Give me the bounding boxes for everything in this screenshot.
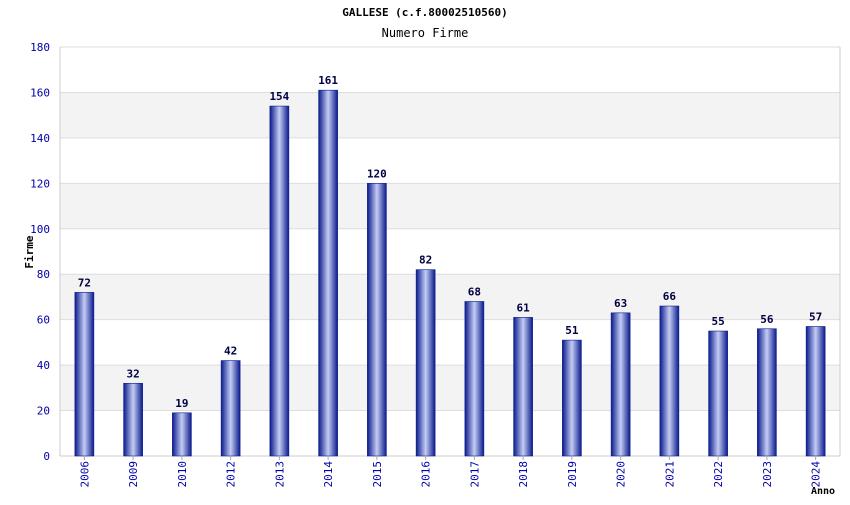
bar-2020: [610, 312, 631, 457]
data-label-2014: 161: [318, 74, 338, 87]
bar-2012: [220, 360, 241, 457]
bars-group: [74, 89, 826, 457]
y-tick-label: 20: [37, 405, 50, 418]
grid-band: [60, 183, 840, 229]
bar-2006: [74, 292, 95, 457]
x-axis-label: Anno: [811, 486, 835, 497]
data-label-2013: 154: [269, 90, 289, 103]
bar-2024: [805, 326, 826, 457]
bar-2019: [562, 339, 582, 457]
data-label-2010: 19: [175, 397, 188, 410]
y-tick-label: 0: [43, 450, 50, 463]
data-label-2021: 66: [663, 290, 677, 303]
grid-band: [60, 92, 840, 138]
x-tick-label-2023: 2023: [761, 461, 774, 488]
grid-band: [60, 274, 840, 320]
y-tick-label: 120: [30, 177, 50, 190]
bar-2017: [464, 301, 485, 457]
y-tick-label: 140: [30, 132, 50, 145]
x-tick-label-2013: 2013: [273, 461, 286, 488]
x-tick-label-2019: 2019: [566, 461, 579, 488]
x-tick-label-2021: 2021: [663, 461, 676, 488]
x-tick-label-2022: 2022: [712, 461, 725, 488]
x-tick-label-2012: 2012: [225, 461, 238, 488]
data-label-2006: 72: [78, 276, 91, 289]
bar-2018: [513, 317, 533, 457]
bar-2022: [708, 330, 728, 457]
x-tick-label-2017: 2017: [468, 461, 481, 488]
bar-2014: [318, 89, 338, 457]
data-label-2009: 32: [127, 367, 140, 380]
data-label-2012: 42: [224, 345, 237, 358]
data-label-2022: 55: [712, 315, 725, 328]
y-tick-label: 160: [30, 86, 50, 99]
bar-2016: [415, 269, 436, 457]
x-tick-label-2016: 2016: [420, 461, 433, 488]
data-label-2018: 61: [517, 301, 531, 314]
y-tick-label: 100: [30, 223, 50, 236]
x-tick-label-2010: 2010: [176, 461, 189, 488]
x-tick-label-2020: 2020: [615, 461, 628, 488]
data-label-2017: 68: [468, 285, 481, 298]
bar-2010: [172, 412, 192, 457]
y-tick-label: 60: [37, 314, 50, 327]
data-label-2019: 51: [565, 324, 579, 337]
bar-2009: [123, 382, 143, 457]
x-tick-label-2006: 2006: [78, 461, 91, 488]
bar-2015: [367, 183, 387, 457]
x-tick-label-2014: 2014: [322, 461, 335, 488]
x-tick-label-2024: 2024: [810, 461, 823, 488]
y-axis-label: Firme: [23, 235, 36, 268]
y-tick-label: 180: [30, 41, 50, 54]
bar-2023: [757, 328, 777, 457]
chart-title: GALLESE (c.f.80002510560): [342, 6, 508, 19]
bar-2021: [659, 305, 680, 457]
bar-2013: [269, 105, 290, 457]
data-label-2016: 82: [419, 254, 432, 267]
x-tick-label-2015: 2015: [371, 461, 384, 488]
chart-subtitle: Numero Firme: [382, 26, 469, 40]
data-label-2020: 63: [614, 297, 627, 310]
y-tick-label: 80: [37, 268, 50, 281]
data-label-2023: 56: [760, 313, 774, 326]
y-ticks-group: 0 20 40 60 80 100 120 140 160 180: [30, 41, 50, 463]
gridlines: [60, 46, 840, 457]
x-ticks-group: 2006 2009 2010 2012 2013 2014 2015 2016 2017 2018…: [78, 456, 823, 488]
x-tick-label-2009: 2009: [127, 461, 140, 488]
x-tick-label-2018: 2018: [517, 461, 530, 488]
y-tick-label: 40: [37, 359, 50, 372]
data-label-2024: 57: [809, 310, 822, 323]
data-labels-group: 72 32 19 42 154 161 120 82 68 61 51 63 66 55 56 57: [78, 74, 823, 410]
data-label-2015: 120: [367, 167, 387, 180]
